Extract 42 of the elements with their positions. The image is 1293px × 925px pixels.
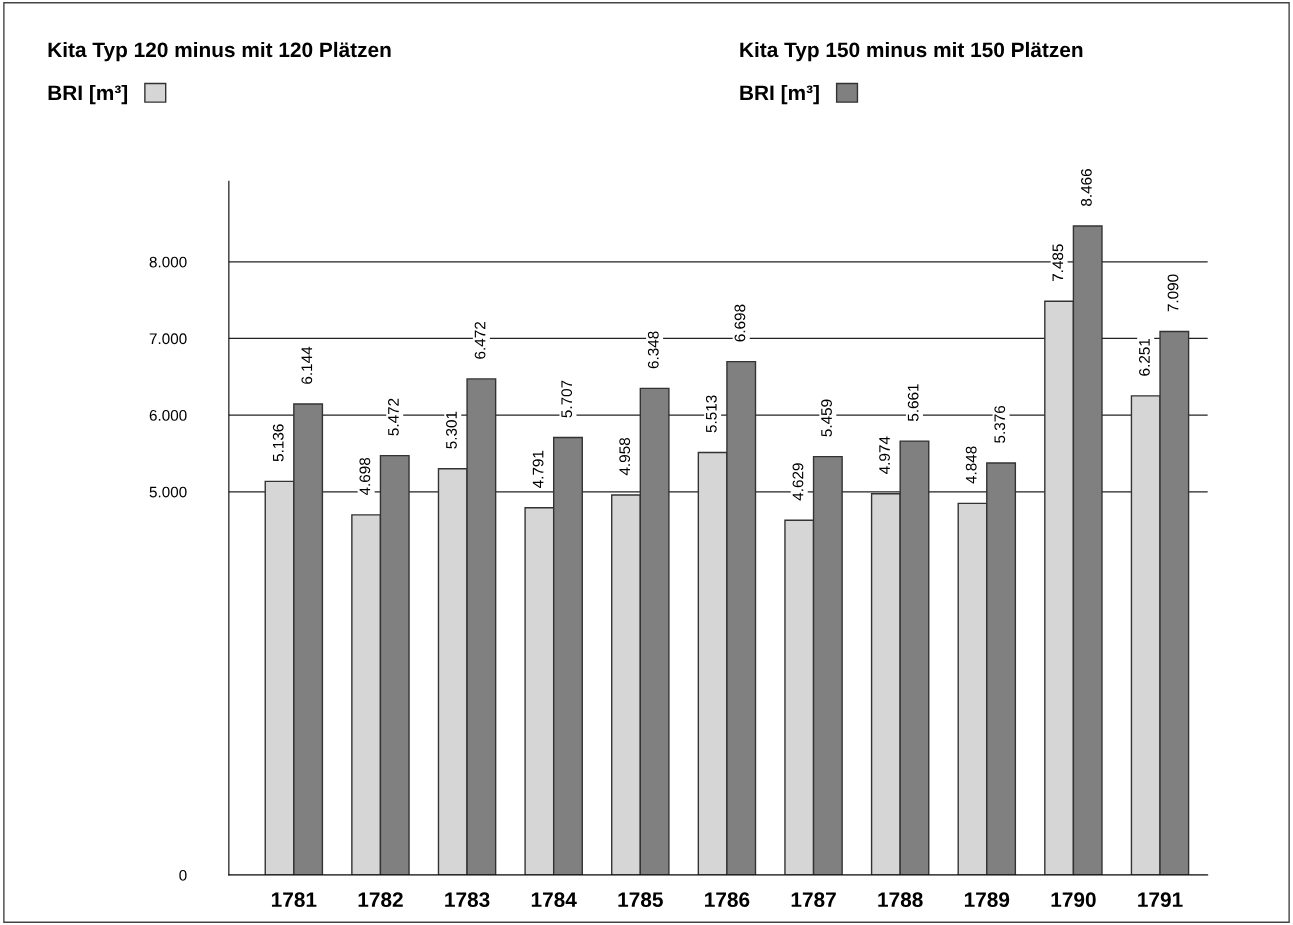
x-tick-label: 1788	[878, 892, 923, 908]
data-label: 6.698	[734, 304, 746, 342]
text: Kita Typ 150 minus mit 150 Plätzen	[740, 41, 1083, 62]
data-label: 5.707	[561, 380, 573, 418]
y-tick-label: 6.000	[149, 409, 187, 421]
data-label: 4.629	[792, 463, 804, 501]
data-label: 5.301	[446, 411, 457, 449]
x-tick-label: 1784	[531, 892, 577, 908]
data-label: 5.513	[705, 395, 717, 433]
x-tick-label: 1783	[445, 892, 490, 908]
data-label: 4.974	[879, 436, 890, 474]
x-tick-label: 1782	[358, 892, 403, 908]
x-tick-label: 1781	[271, 892, 317, 908]
text: Kita Typ 120 minus mit 120 Plätzen	[48, 41, 391, 62]
data-label: 6.472	[474, 322, 486, 359]
x-tick-label: 1787	[791, 892, 836, 908]
data-label: 5.136	[272, 424, 284, 462]
data-label: 4.698	[359, 457, 371, 496]
x-tick-label: 1785	[618, 892, 663, 908]
x-tick-label: 1789	[964, 892, 1010, 908]
y-tick-label: 7.000	[149, 333, 187, 345]
x-tick-label: 1790	[1051, 892, 1096, 908]
data-label: 5.376	[994, 405, 1006, 443]
data-label: 6.251	[1139, 338, 1150, 376]
y-tick-label: 8.000	[149, 256, 187, 268]
legend-label: BRI [m³]	[740, 84, 819, 105]
data-label: 4.958	[619, 437, 631, 476]
data-label: 4.848	[965, 446, 977, 484]
y-tick-label: 5.000	[149, 486, 187, 498]
data-label: 5.661	[907, 384, 919, 422]
data-label: 6.144	[301, 346, 313, 384]
data-label: 5.459	[821, 399, 832, 437]
legend-label: BRI [m³]	[48, 84, 128, 105]
data-label: 7.485	[1052, 244, 1064, 282]
data-label: 7.090	[1167, 274, 1179, 312]
data-label: 5.472	[388, 398, 399, 436]
data-label: 4.791	[532, 450, 544, 488]
x-tick-label: 1791	[1138, 892, 1183, 908]
data-label: 6.348	[647, 331, 659, 369]
data-label: 8.466	[1080, 169, 1092, 206]
y-tick-label: 0	[179, 869, 187, 881]
x-tick-label: 1786	[705, 892, 750, 908]
